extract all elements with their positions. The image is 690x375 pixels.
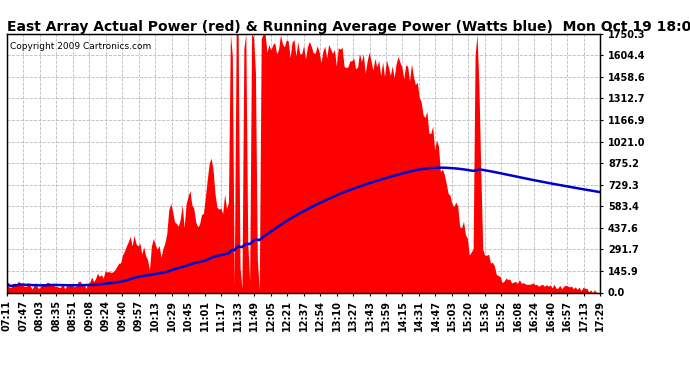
Text: East Array Actual Power (red) & Running Average Power (Watts blue)  Mon Oct 19 1: East Array Actual Power (red) & Running … <box>7 20 690 34</box>
Text: Copyright 2009 Cartronics.com: Copyright 2009 Cartronics.com <box>10 42 151 51</box>
